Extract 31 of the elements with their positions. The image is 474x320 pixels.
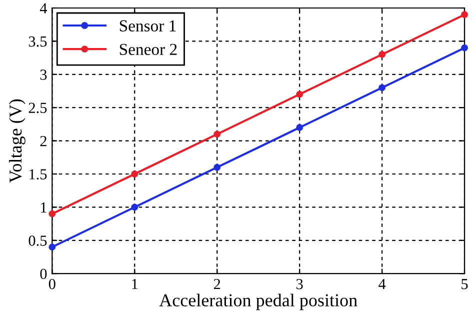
x-tick-label: 4 (378, 279, 386, 290)
y-tick-label: 3 (40, 70, 47, 80)
point (461, 44, 468, 52)
x-tick-label: 2 (214, 278, 220, 290)
y-tick-label: 4 (40, 3, 48, 14)
x-axis-title: Acceleration pedal position (159, 294, 358, 310)
x-tick-label: 1 (132, 278, 138, 290)
legend-label: Seneor 2 (120, 44, 177, 56)
legend-label: Sensor 1 (120, 20, 176, 32)
x-tick-label: 5 (462, 279, 468, 290)
point (214, 130, 221, 138)
point (378, 84, 386, 92)
point (461, 11, 468, 18)
point (131, 204, 138, 211)
y-tick-label: 1.5 (30, 169, 47, 180)
point (296, 124, 304, 131)
y-tick-label: 0 (40, 268, 47, 280)
x-tick-label: 3 (296, 278, 303, 290)
point (48, 210, 56, 218)
y-tick-label: 0.5 (28, 236, 47, 246)
point (296, 90, 304, 98)
point (131, 170, 138, 178)
point (214, 164, 221, 171)
y-tick-label: 2 (40, 136, 46, 146)
x-tick-label: 0 (48, 278, 56, 290)
y-axis-title: Voltage (V) (8, 99, 26, 183)
y-tick-label: 1 (40, 202, 46, 212)
y-tick-label: 2.5 (28, 102, 47, 114)
point (48, 244, 56, 251)
y-tick-label: 3.5 (28, 36, 47, 47)
point (378, 51, 386, 58)
